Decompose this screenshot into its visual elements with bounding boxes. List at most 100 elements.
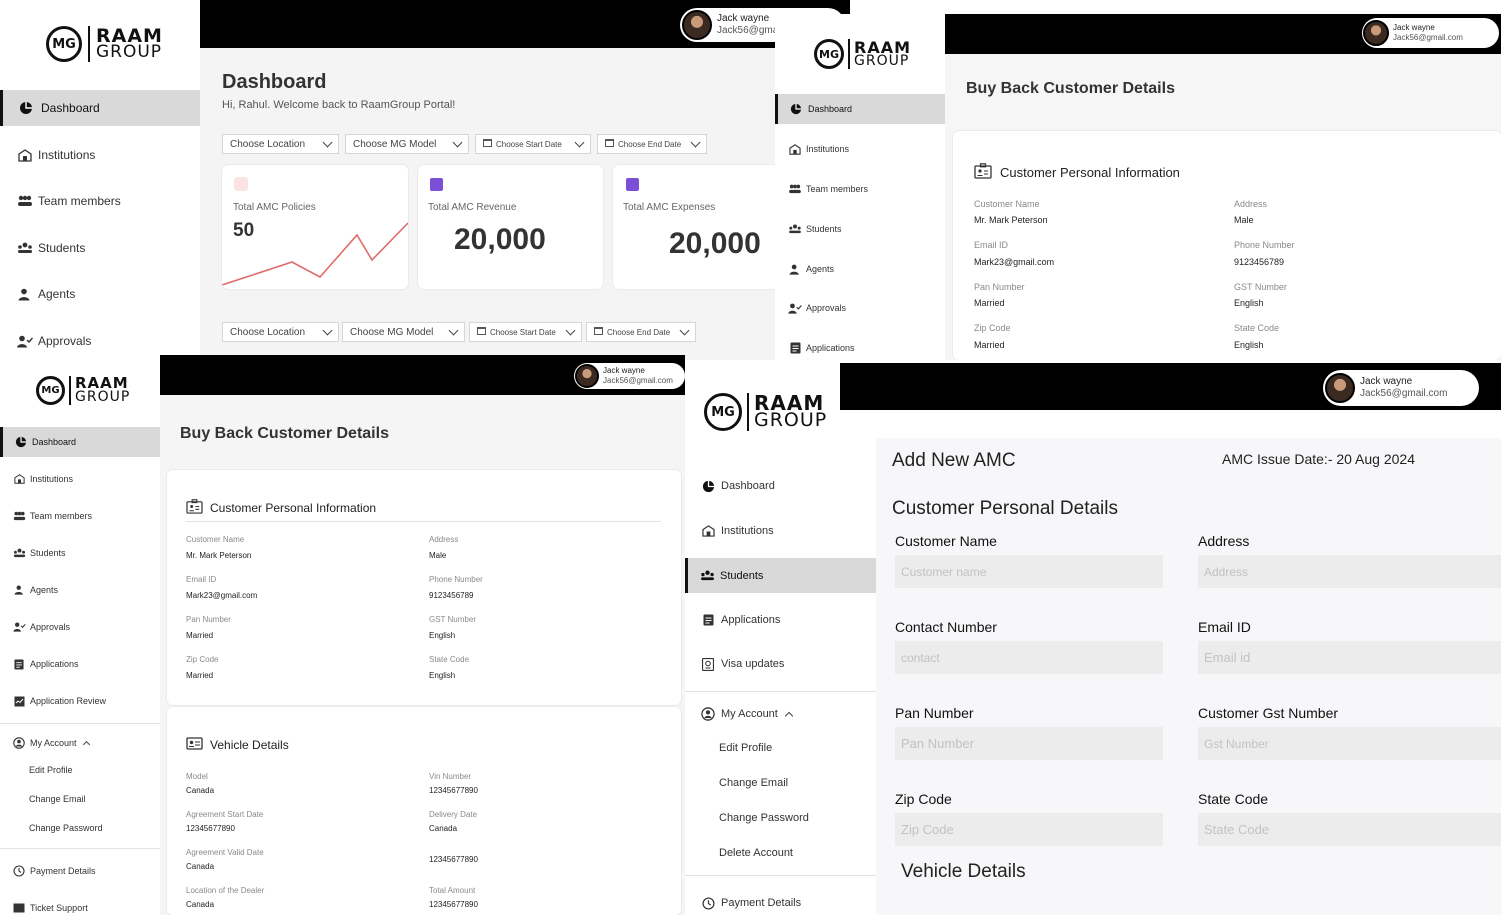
sidebar-item-applications[interactable]: Applications: [775, 341, 945, 355]
field-label: Address: [1234, 199, 1268, 209]
field-value: Mr. Mark Peterson: [186, 551, 252, 560]
state-code-input[interactable]: State Code: [1198, 813, 1501, 846]
section-title: Customer Personal Information: [974, 163, 1180, 182]
sidebar-item-institutions[interactable]: Institutions: [685, 523, 876, 539]
address-input[interactable]: Address: [1198, 555, 1501, 588]
menu-edit-profile[interactable]: Edit Profile: [29, 765, 73, 775]
sidebar-item-team-members[interactable]: Team members: [0, 509, 160, 523]
location-filter[interactable]: Choose Location: [222, 134, 339, 154]
end-date-filter[interactable]: Choose End Date: [597, 134, 707, 154]
gst-number-input[interactable]: Gst Number: [1198, 727, 1501, 760]
stat-card-expenses: Total AMC Expenses 20,000: [613, 165, 783, 289]
chevron-down-icon: [322, 325, 333, 335]
sidebar-item-approvals[interactable]: Approvals: [0, 330, 200, 352]
sidebar-item-agents[interactable]: Agents: [775, 262, 945, 276]
approval-icon: [12, 622, 26, 632]
sidebar-item-institutions[interactable]: Institutions: [0, 144, 200, 166]
field-value: English: [1234, 298, 1264, 308]
page-title: Dashboard: [222, 71, 327, 93]
sidebar-item-applications[interactable]: Applications: [0, 657, 160, 671]
field-label: Model: [186, 772, 208, 781]
sidebar-item-agents[interactable]: Agents: [0, 283, 200, 305]
sidebar-item-dashboard[interactable]: Dashboard: [775, 94, 945, 124]
students-icon: [699, 570, 715, 581]
user-profile-pill[interactable]: Jack wayne Jack56@gmail.com: [1323, 370, 1479, 406]
sidebar-item-dashboard[interactable]: Dashboard: [685, 478, 876, 494]
sidebar-item-students[interactable]: Students: [685, 558, 876, 593]
agent-icon: [788, 264, 802, 275]
sidebar-item-approvals[interactable]: Approvals: [775, 301, 945, 315]
students-icon: [16, 242, 34, 254]
contact-number-input[interactable]: contact: [895, 641, 1163, 674]
field-label: State Code: [1198, 791, 1269, 807]
model-filter[interactable]: Choose MG Model: [342, 322, 465, 342]
mg-logo-icon: MG: [36, 376, 65, 405]
email-input[interactable]: Email id: [1198, 641, 1501, 674]
user-name: Jack wayne: [603, 366, 645, 376]
menu-edit-profile[interactable]: Edit Profile: [719, 742, 773, 754]
building-icon: [16, 148, 34, 162]
menu-change-email[interactable]: Change Email: [719, 777, 789, 789]
zip-code-input[interactable]: Zip Code: [895, 813, 1163, 846]
raam-group-logo: MG RAAM GROUP: [814, 39, 911, 69]
avatar: [575, 364, 599, 388]
end-date-filter[interactable]: Choose End Date: [586, 322, 696, 342]
sidebar-item-application-review[interactable]: Application Review: [0, 694, 160, 708]
location-filter[interactable]: Choose Location: [222, 322, 339, 342]
sidebar-item-payment-details[interactable]: Payment Details: [0, 864, 160, 878]
my-account-toggle[interactable]: My Account: [685, 706, 876, 722]
start-date-filter[interactable]: Choose Start Date: [475, 134, 591, 154]
model-filter[interactable]: Choose MG Model: [345, 134, 469, 154]
sidebar-item-visa-updates[interactable]: Visa updates: [685, 656, 876, 672]
field-value: Mark23@gmail.com: [186, 591, 258, 600]
field-value: Mr. Mark Peterson: [974, 215, 1048, 225]
vehicle-section-heading: Vehicle Details: [901, 861, 1026, 882]
vehicle-details-card: Vehicle Details Model Canada Vin Number …: [167, 707, 681, 915]
logo-line2: GROUP: [75, 388, 131, 405]
field-label: Address: [429, 535, 459, 544]
document-icon: [626, 178, 639, 191]
sidebar-item-students[interactable]: Students: [775, 222, 945, 236]
field-value: Mark23@gmail.com: [974, 257, 1055, 267]
welcome-text: Hi, Rahul. Welcome back to RaamGroup Por…: [222, 99, 456, 111]
sidebar-item-ticket-support[interactable]: Ticket Support: [0, 901, 160, 915]
sidebar-item-students[interactable]: Students: [0, 546, 160, 560]
menu-delete-account[interactable]: Delete Account: [719, 847, 793, 859]
amc-issue-date: AMC Issue Date:- 20 Aug 2024: [1222, 451, 1415, 467]
pan-number-input[interactable]: Pan Number: [895, 727, 1163, 760]
field-label: Agreement Valid Date: [186, 848, 264, 857]
stat-card-revenue: Total AMC Revenue 20,000: [418, 165, 603, 289]
sidebar-item-applications[interactable]: Applications: [685, 612, 876, 628]
field-value: 9123456789: [429, 591, 474, 600]
field-label: Phone Number: [429, 575, 483, 584]
sidebar-item-dashboard[interactable]: Dashboard: [0, 427, 160, 457]
document-icon: [788, 342, 802, 354]
sidebar-item-agents[interactable]: Agents: [0, 583, 160, 597]
customer-name-input[interactable]: Customer name: [895, 555, 1163, 588]
field-label: Address: [1198, 533, 1250, 549]
my-account-toggle[interactable]: My Account: [0, 736, 160, 750]
start-date-filter[interactable]: Choose Start Date: [469, 322, 582, 342]
sidebar-item-approvals[interactable]: Approvals: [0, 620, 160, 634]
menu-change-email[interactable]: Change Email: [29, 794, 86, 804]
menu-change-password[interactable]: Change Password: [29, 823, 103, 833]
sidebar-item-team-members[interactable]: Team members: [0, 190, 200, 212]
user-profile-pill[interactable]: Jack wayne Jack56@gmail.com: [1362, 18, 1499, 48]
sidebar-item-payment-details[interactable]: Payment Details: [685, 895, 876, 911]
sidebar-item-institutions[interactable]: Institutions: [775, 142, 945, 156]
sidebar-item-team-members[interactable]: Team members: [775, 182, 945, 196]
chevron-down-icon: [679, 325, 690, 335]
chevron-down-icon: [322, 137, 333, 147]
stat-card-policies: Total AMC Policies 50: [222, 165, 408, 289]
sidebar-item-students[interactable]: Students: [0, 237, 200, 259]
users-icon: [234, 177, 248, 191]
logo-line2: GROUP: [854, 52, 910, 69]
sidebar-item-dashboard[interactable]: Dashboard: [0, 90, 200, 126]
sidebar-item-institutions[interactable]: Institutions: [0, 472, 160, 486]
field-label: Zip Code: [895, 791, 952, 807]
menu-change-password[interactable]: Change Password: [719, 812, 809, 824]
user-email: Jack56@gmail.com: [603, 376, 673, 385]
section-title: Vehicle Details: [186, 737, 289, 753]
history-icon: [700, 896, 716, 910]
user-profile-pill[interactable]: Jack wayne Jack56@gmail.com: [574, 363, 685, 389]
